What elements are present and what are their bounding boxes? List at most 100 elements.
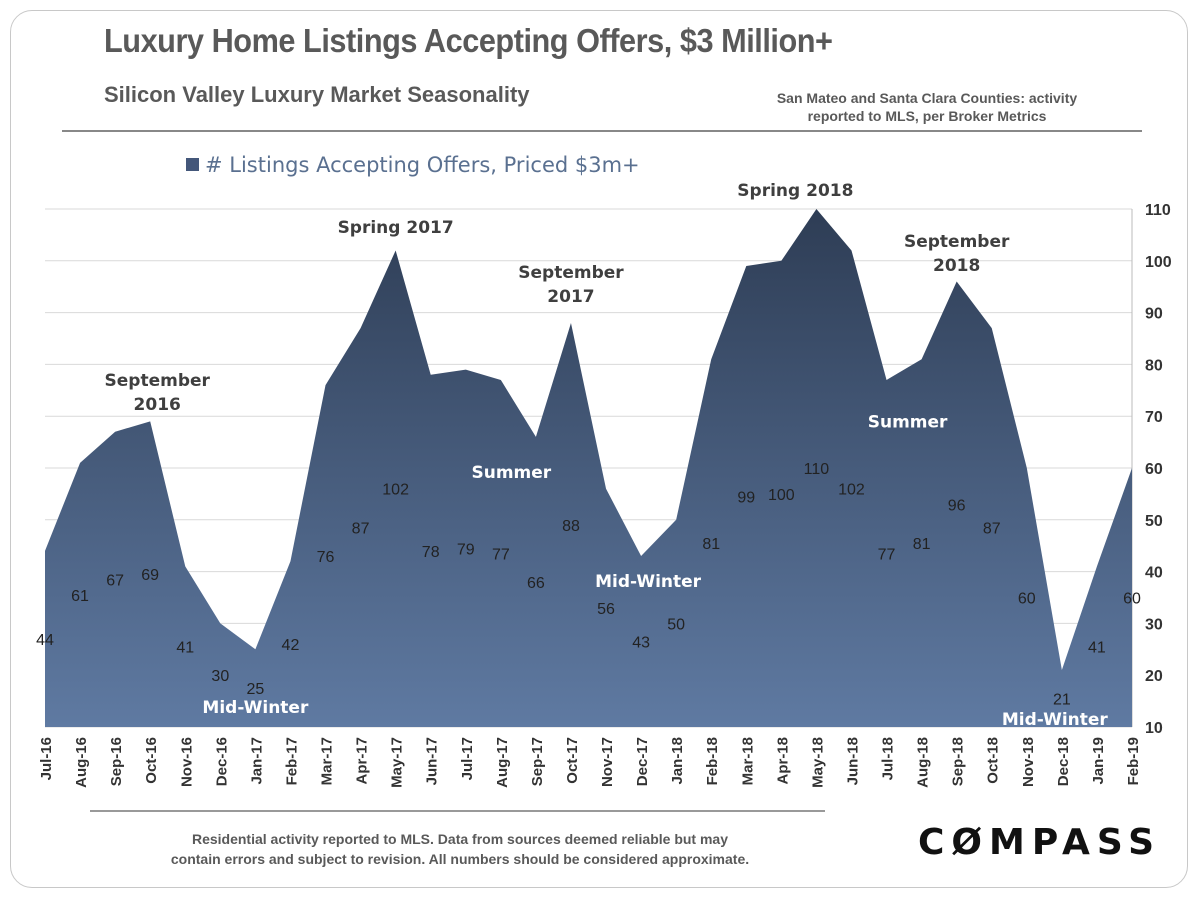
x-tick-label: Jun-17 xyxy=(424,737,441,785)
x-tick-label: Oct-18 xyxy=(985,737,1002,784)
y-tick-label: 70 xyxy=(1145,409,1163,426)
data-label: 44 xyxy=(36,632,54,649)
source-line-1: San Mateo and Santa Clara Counties: acti… xyxy=(776,90,1078,106)
x-tick-label: Apr-17 xyxy=(354,737,371,785)
data-label: 61 xyxy=(71,588,89,605)
y-tick-label: 110 xyxy=(1145,202,1171,219)
data-label: 76 xyxy=(317,549,335,566)
legend-label: # Listings Accepting Offers, Priced $3m+ xyxy=(205,153,640,177)
annotation: September xyxy=(105,371,211,391)
x-tick-label: Apr-18 xyxy=(774,737,791,785)
x-tick-label: Jan-18 xyxy=(669,737,686,785)
x-tick-label: Jan-19 xyxy=(1090,737,1107,785)
annotation: Mid-Winter xyxy=(1002,710,1109,730)
source-line-2: reported to MLS, per Broker Metrics xyxy=(807,108,1047,124)
x-tick-label: Nov-18 xyxy=(1020,737,1037,787)
x-tick-label: Aug-17 xyxy=(494,737,511,788)
data-label: 21 xyxy=(1053,692,1071,709)
header-divider xyxy=(62,130,1142,132)
slide-frame xyxy=(10,10,1188,888)
data-label: 96 xyxy=(948,497,966,514)
x-tick-label: Jul-18 xyxy=(880,737,897,780)
disclaimer: Residential activity reported to MLS. Da… xyxy=(100,829,820,869)
compass-logo: CØMPASS xyxy=(918,822,1162,863)
x-tick-label: Oct-16 xyxy=(143,737,160,784)
data-label: 67 xyxy=(106,572,124,589)
disclaimer-line-2: contain errors and subject to revision. … xyxy=(170,851,750,867)
annotation: Mid-Winter xyxy=(595,572,702,592)
x-tick-label: Aug-16 xyxy=(73,737,90,788)
data-label: 50 xyxy=(667,616,685,633)
data-label: 60 xyxy=(1123,591,1141,608)
x-tick-label: Aug-18 xyxy=(915,737,932,788)
data-label: 56 xyxy=(597,601,615,618)
y-tick-label: 50 xyxy=(1145,513,1163,530)
annotation: Spring 2017 xyxy=(338,218,454,238)
x-tick-label: May-17 xyxy=(389,737,406,788)
data-label: 25 xyxy=(246,681,264,698)
annotation: 2018 xyxy=(933,256,980,276)
disclaimer-line-1: Residential activity reported to MLS. Da… xyxy=(191,831,729,847)
y-tick-label: 20 xyxy=(1145,668,1163,685)
data-label: 77 xyxy=(878,546,896,563)
x-tick-label: Nov-16 xyxy=(178,737,195,787)
data-label: 99 xyxy=(737,489,755,506)
chart-title: Luxury Home Listings Accepting Offers, $… xyxy=(104,22,833,59)
data-label: 81 xyxy=(913,536,931,553)
y-tick-label: 30 xyxy=(1145,616,1163,633)
data-label: 79 xyxy=(457,541,475,558)
data-label: 30 xyxy=(211,668,229,685)
x-tick-label: Oct-17 xyxy=(564,737,581,784)
x-tick-label: Jun-18 xyxy=(844,737,861,785)
data-label: 87 xyxy=(352,521,370,538)
data-label: 42 xyxy=(282,637,300,654)
annotation: Mid-Winter xyxy=(202,698,309,718)
data-label: 110 xyxy=(804,461,830,478)
x-tick-label: Jul-17 xyxy=(459,737,476,780)
x-tick-label: Feb-17 xyxy=(283,737,300,785)
data-label: 100 xyxy=(768,487,795,504)
y-tick-label: 40 xyxy=(1145,565,1163,582)
area-series xyxy=(45,209,1132,727)
data-label: 81 xyxy=(702,536,720,553)
x-tick-label: Nov-17 xyxy=(599,737,616,787)
x-tick-label: Sep-18 xyxy=(950,737,967,786)
x-tick-label: Dec-16 xyxy=(213,737,230,786)
annotation: Summer xyxy=(868,412,948,432)
x-tick-label: Feb-19 xyxy=(1125,737,1142,785)
x-tick-label: Mar-17 xyxy=(319,737,336,785)
chart-subtitle: Silicon Valley Luxury Market Seasonality xyxy=(104,82,530,107)
data-label: 102 xyxy=(838,482,865,499)
x-tick-label: Feb-18 xyxy=(704,737,721,785)
legend-swatch xyxy=(186,158,199,171)
data-label: 43 xyxy=(632,635,650,652)
y-tick-label: 10 xyxy=(1145,720,1163,737)
data-label: 87 xyxy=(983,521,1001,538)
annotation: September xyxy=(518,263,624,283)
footer-divider xyxy=(90,810,825,812)
data-label: 77 xyxy=(492,546,510,563)
y-tick-label: 80 xyxy=(1145,357,1163,374)
x-tick-label: Sep-17 xyxy=(529,737,546,786)
annotation: 2016 xyxy=(134,395,181,415)
x-tick-label: May-18 xyxy=(809,737,826,788)
data-label: 66 xyxy=(527,575,545,592)
annotation: Summer xyxy=(472,463,552,483)
annotation: 2017 xyxy=(547,287,594,307)
data-label: 78 xyxy=(422,544,440,561)
annotation: September xyxy=(904,232,1010,252)
data-label: 88 xyxy=(562,518,580,535)
y-tick-label: 90 xyxy=(1145,306,1163,323)
x-tick-label: Dec-18 xyxy=(1055,737,1072,786)
x-tick-label: Jan-17 xyxy=(248,737,265,785)
data-label: 69 xyxy=(141,567,159,584)
x-tick-label: Sep-16 xyxy=(108,737,125,786)
data-label: 41 xyxy=(176,640,194,657)
y-tick-label: 60 xyxy=(1145,461,1163,478)
data-label: 102 xyxy=(382,482,409,499)
y-tick-label: 100 xyxy=(1145,254,1172,271)
annotation: Spring 2018 xyxy=(737,181,853,201)
x-tick-label: Mar-18 xyxy=(739,737,756,785)
data-label: 41 xyxy=(1088,640,1106,657)
